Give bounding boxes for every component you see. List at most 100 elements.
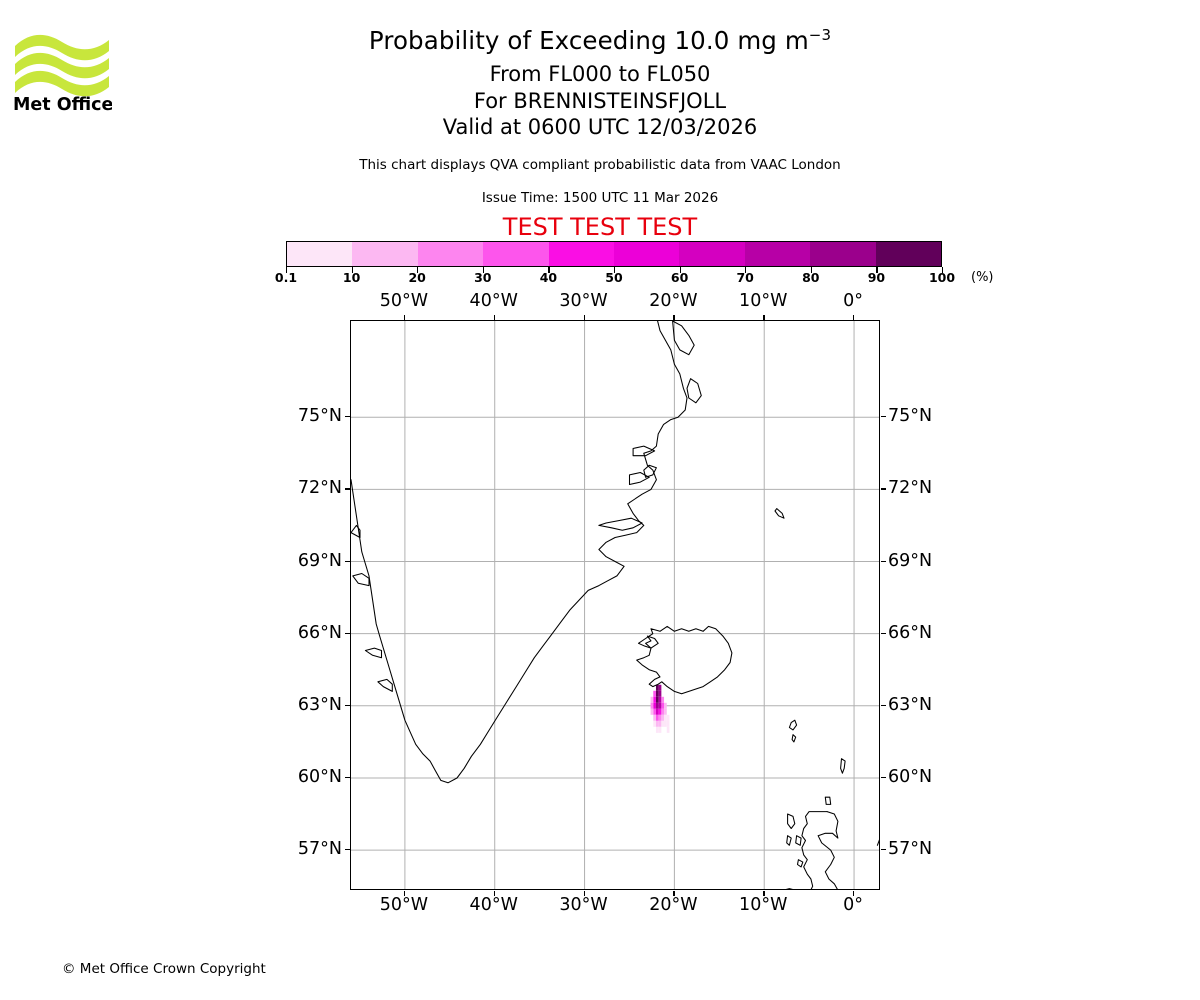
coastline-skye	[795, 835, 802, 846]
colorbar-tick-3	[482, 267, 485, 273]
ash-cell-18	[653, 708, 656, 715]
ash-cell-0	[655, 684, 659, 691]
colorbar-tick-label-1: 10	[342, 270, 361, 285]
ash-cell-19	[650, 708, 654, 715]
lat-label-left-3: 66°N	[297, 622, 342, 643]
coastline-greenland-fjord-north	[628, 471, 650, 486]
ash-cell-14	[661, 702, 665, 709]
ash-cell-4	[653, 690, 656, 697]
colorbar-segment-7	[744, 242, 811, 266]
ash-cell-17	[658, 708, 662, 715]
lon-label-top-3: 20°W	[649, 291, 698, 311]
issue-time: Issue Time: 1500 UTC 11 Mar 2026	[481, 190, 719, 206]
tick-lat-right-1	[881, 488, 886, 490]
coastline-scotland-west	[801, 811, 828, 889]
lon-label-top-0: 50°W	[379, 291, 429, 311]
flight-level-range: From FL000 to FL050	[489, 62, 711, 86]
tick-lon-bottom-5	[853, 891, 855, 896]
lat-label-left-4: 63°N	[297, 694, 342, 715]
tick-lat-right-0	[881, 416, 886, 418]
coastline-faroe-islands	[788, 719, 798, 731]
tick-lat-right-2	[881, 560, 886, 562]
coastline-iceland	[636, 625, 733, 695]
coastline-greenland-fjord-kong-oscar	[632, 445, 656, 457]
page-title: Probability of Exceeding 10.0 mg m−3	[0, 26, 1200, 55]
colorbar-tick-2	[417, 267, 419, 273]
colorbar-tick-7	[745, 267, 747, 273]
colorbar-tick-label-0: 0.1	[274, 270, 298, 285]
coastline-greenland-north-tip	[672, 321, 695, 356]
coastline-norway-southwest	[876, 839, 879, 846]
coastline-orkney	[824, 796, 832, 805]
colorbar-tick-1	[351, 267, 353, 273]
coastline-greenland-island-traill	[643, 464, 657, 478]
colorbar-tick-8	[810, 267, 813, 273]
map-gridlines	[351, 321, 879, 889]
lon-label-bottom-4: 10°W	[739, 895, 788, 915]
colorbar-segment-8	[810, 242, 876, 266]
colorbar	[286, 241, 942, 267]
colorbar-tick-label-3: 30	[474, 270, 492, 285]
coastline-great-britain	[817, 811, 839, 889]
tick-lon-bottom-2	[583, 891, 585, 896]
lon-label-top-2: 30°W	[559, 291, 608, 311]
ash-cell-8	[650, 696, 654, 703]
tick-lat-left-0	[345, 416, 350, 418]
lat-label-left-1: 72°N	[297, 478, 342, 499]
colorbar-tick-label-6: 60	[670, 270, 689, 285]
coastline-hebrides-south	[786, 835, 792, 846]
colorbar-segment-1	[352, 242, 418, 266]
ash-cell-32	[664, 720, 667, 727]
lat-label-right-2: 69°N	[888, 550, 933, 571]
title-exponent: −3	[808, 26, 832, 44]
ash-cell-22	[655, 714, 659, 721]
ash-cell-2	[655, 690, 659, 697]
ash-cell-5	[655, 696, 659, 703]
ash-cell-36	[666, 726, 670, 733]
colorbar-segment-0	[287, 242, 353, 266]
lat-label-right-5: 60°N	[888, 766, 933, 787]
ash-cell-35	[655, 726, 659, 733]
tick-lon-bottom-1	[493, 891, 496, 896]
tick-lon-bottom-4	[763, 891, 765, 896]
colorbar-segment-4	[548, 242, 615, 266]
ash-cell-15	[664, 702, 667, 709]
colorbar-tick-4	[548, 267, 550, 273]
coastline-greenland-west-fjord-2	[377, 678, 393, 692]
ash-cell-10	[655, 702, 659, 709]
coastline-greenland-west-fjord-3	[352, 572, 370, 587]
colorbar-tick-label-10: 100	[928, 270, 956, 285]
map-graphics	[351, 321, 879, 889]
ash-cell-29	[658, 720, 662, 727]
volcano-name-line: For BRENNISTEINSFJOLL	[473, 89, 727, 113]
lat-label-left-0: 75°N	[297, 406, 342, 427]
qva-note: This chart displays QVA compliant probab…	[359, 157, 841, 173]
ash-cell-7	[653, 696, 656, 703]
coastline-mull	[796, 859, 804, 868]
colorbar-tick-5	[614, 267, 616, 273]
tick-lat-left-2	[345, 560, 350, 562]
coastline-greenland-west-fjord-4	[351, 524, 361, 539]
ash-cell-33	[666, 720, 670, 727]
ash-cell-16	[655, 708, 659, 715]
ash-cell-26	[664, 714, 667, 721]
tick-lat-right-4	[881, 704, 886, 707]
colorbar-segment-2	[417, 242, 484, 266]
lon-label-top-5: 0°	[843, 291, 863, 311]
colorbar-segment-9	[875, 242, 942, 266]
copyright-text: © Met Office Crown Copyright	[62, 961, 266, 977]
colorbar-tick-9	[876, 267, 878, 273]
ash-cell-31	[661, 720, 665, 727]
tick-lon-bottom-3	[673, 891, 675, 896]
tick-lon-top-3	[673, 315, 675, 320]
ash-cell-12	[653, 702, 656, 709]
coastline-jan-mayen	[774, 508, 785, 519]
tick-lat-left-3	[345, 632, 350, 634]
colorbar-tick-label-8: 80	[802, 270, 820, 285]
colorbar-ticks	[286, 267, 944, 274]
ash-cell-30	[653, 720, 656, 727]
ash-cell-3	[658, 690, 662, 697]
logo-text: Met Office	[13, 95, 112, 114]
coastline-iceland-westfjords	[645, 635, 659, 649]
